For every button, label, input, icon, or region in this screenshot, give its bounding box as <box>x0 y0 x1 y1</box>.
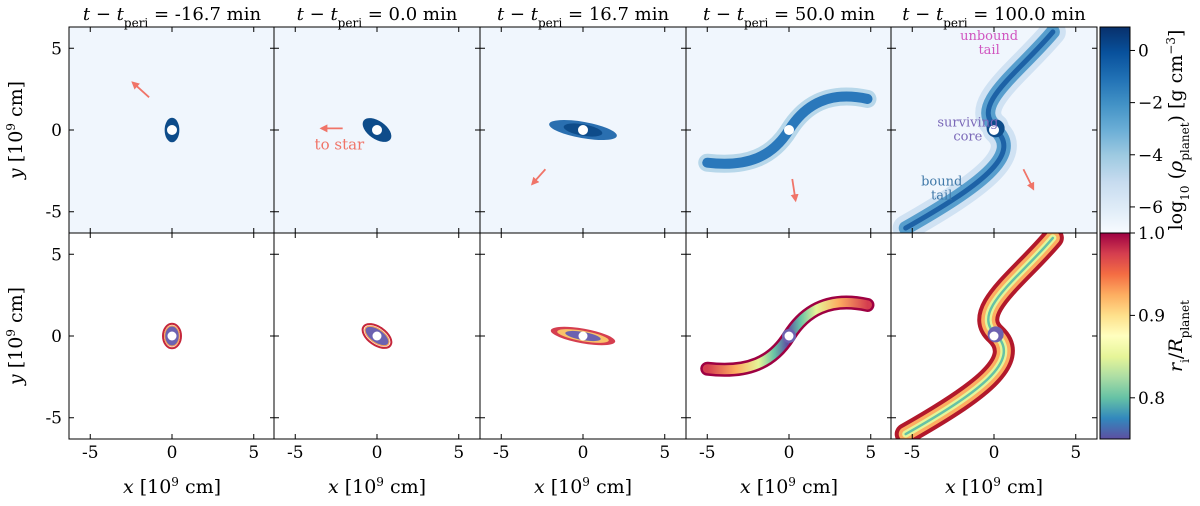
x-tick-label: -5 <box>904 443 921 463</box>
y-tick-label: -5 <box>45 409 62 429</box>
x-tick-label: 5 <box>453 443 464 463</box>
colorbar-log10(rho_planet) <box>1099 26 1131 234</box>
panel-r1-c1 <box>273 232 481 440</box>
colorbar-tick-label: −2 <box>1138 94 1163 114</box>
panel-r0-c2 <box>479 26 687 234</box>
center-marker <box>784 331 794 341</box>
colorbar-tick-label: 0.8 <box>1138 389 1165 409</box>
y-tick-label: 0 <box>51 327 62 347</box>
x-tick-label: 0 <box>784 443 795 463</box>
panel-r1-c4 <box>890 232 1098 440</box>
tidal-tails <box>702 91 873 169</box>
annotation-unbound: unbound tail <box>960 29 1018 58</box>
panel-r0-c1 <box>273 26 481 234</box>
center-marker <box>167 125 177 135</box>
x-tick-label: 5 <box>248 443 259 463</box>
panel-r0-c3 <box>685 26 893 234</box>
x-axis-label: x [109 cm] <box>740 475 838 498</box>
colorbar-tick-label: −4 <box>1138 146 1163 166</box>
x-tick-label: 5 <box>659 443 670 463</box>
panel-content <box>894 233 1064 439</box>
colorbar-tick-label: 0 <box>1138 41 1149 61</box>
tidal-tail-spine <box>903 29 1056 231</box>
arrow-label-to-star: to star <box>315 136 365 154</box>
colorbar-label: ri/Rplanet <box>1165 300 1192 372</box>
x-tick-label: -5 <box>493 443 510 463</box>
panel-content <box>700 295 875 377</box>
colorbar-r_i/R_planet <box>1099 232 1131 440</box>
y-tick-label: 5 <box>51 39 62 59</box>
x-tick-label: 0 <box>989 443 1000 463</box>
panel-title: t − tperi = 50.0 min <box>703 4 876 30</box>
panel-content <box>698 87 877 173</box>
center-marker <box>989 125 999 135</box>
panel-r0-c4 <box>890 26 1098 234</box>
direction-arrow <box>1022 168 1035 191</box>
x-axis-label: x [109 cm] <box>534 475 632 498</box>
panel-content <box>361 323 393 349</box>
panel-title: t − tperi = 0.0 min <box>297 4 458 30</box>
x-tick-label: 0 <box>578 443 589 463</box>
colorbar-tick-label: 1.0 <box>1138 224 1165 244</box>
annotation-bound: bound tail <box>921 175 962 204</box>
x-tick-label: -5 <box>699 443 716 463</box>
center-marker <box>578 125 588 135</box>
panel-content <box>892 27 1066 233</box>
y-tick-label: -5 <box>45 203 62 223</box>
panel-content <box>362 118 392 142</box>
center-marker <box>578 331 588 341</box>
panel-title: t − tperi = 16.7 min <box>497 4 670 30</box>
colorbar-label: log10 (ρplanet) [g cm−3] <box>1164 30 1192 231</box>
panel-content <box>550 326 616 346</box>
x-tick-label: -5 <box>287 443 304 463</box>
direction-arrow <box>530 168 547 186</box>
y-tick-label: 5 <box>51 245 62 265</box>
x-tick-label: -5 <box>82 443 99 463</box>
panel-r1-c3 <box>685 232 893 440</box>
x-axis-label: x [109 cm] <box>945 475 1043 498</box>
colorbar-tick-label: 0.9 <box>1138 306 1165 326</box>
y-axis-label: y [109 cm] <box>4 81 27 180</box>
annotation-surviving: surviving core <box>937 116 998 145</box>
y-tick-label: 0 <box>51 121 62 141</box>
panel-title: t − tperi = 100.0 min <box>902 4 1086 30</box>
center-marker <box>167 331 177 341</box>
panel-r0-c0 <box>68 26 276 234</box>
x-axis-label: x [109 cm] <box>123 475 221 498</box>
colorbar-tick-label: −6 <box>1138 198 1163 218</box>
x-axis-label: x [109 cm] <box>328 475 426 498</box>
center-marker <box>372 125 382 135</box>
x-tick-label: 5 <box>865 443 876 463</box>
panel-content <box>162 322 182 350</box>
x-tick-label: 0 <box>372 443 383 463</box>
x-tick-label: 5 <box>1070 443 1081 463</box>
center-marker <box>372 331 382 341</box>
panel-content <box>549 119 617 141</box>
center-marker <box>989 331 999 341</box>
direction-arrow <box>131 81 150 98</box>
x-tick-label: 0 <box>167 443 178 463</box>
panel-content <box>164 117 180 143</box>
y-axis-label: y [109 cm] <box>4 287 27 386</box>
panel-title: t − tperi = -16.7 min <box>83 4 262 30</box>
direction-arrow <box>790 178 799 203</box>
panel-r1-c0 <box>68 232 276 440</box>
center-marker <box>784 125 794 135</box>
panel-r1-c2 <box>479 232 687 440</box>
